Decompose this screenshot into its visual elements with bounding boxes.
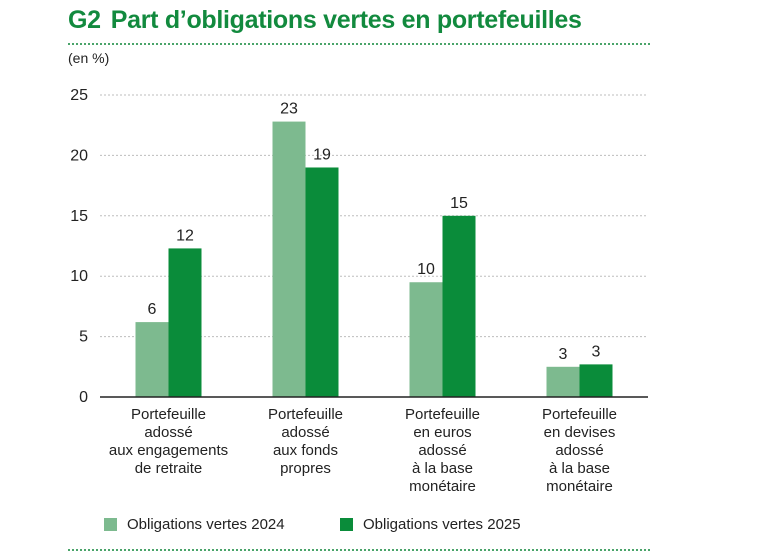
bar-2025-cat1 [168,248,202,397]
category-label-4-line4: à la base [549,460,610,477]
legend-label-2024: Obligations vertes 2024 [127,516,285,533]
legend-swatch-2025 [340,518,353,531]
unit-label: (en %) [68,50,110,66]
bar-2024-cat4 [546,366,580,397]
bar-2025-cat3 [442,215,476,397]
category-label-3-line1: Portefeuille [405,406,480,423]
bottom-divider [68,549,650,551]
category-label-3-line3: adossé [418,442,466,459]
category-label-1-line1: Portefeuille [131,406,206,423]
category-label-1-line2: adossé [144,424,192,441]
category-label-3-line5: monétaire [409,478,476,495]
legend-swatch-2024 [104,518,117,531]
data-label-2025-cat2: 19 [313,146,331,163]
category-label-2-line2: adossé [281,424,329,441]
data-label-2025-cat1: 12 [176,227,194,244]
legend-item-2025: Obligations vertes 2025 [340,516,521,533]
bar-2024-cat1 [135,322,169,397]
y-tick-label-15: 15 [70,208,88,225]
top-divider [68,43,650,45]
chart-title: G2 Part d’obligations vertes en portefeui… [68,6,582,35]
legend-label-2025: Obligations vertes 2025 [363,516,521,533]
y-tick-label-10: 10 [70,268,88,285]
category-label-1-line4: de retraite [135,460,203,477]
bar-2024-cat3 [409,282,443,397]
category-label-3-line2: en euros [413,424,471,441]
data-label-2024-cat1: 6 [148,301,157,318]
y-tick-label-5: 5 [79,329,88,346]
chart-code: G2 [68,6,101,34]
category-label-2-line1: Portefeuille [268,406,343,423]
bar-2025-cat2 [305,167,339,397]
category-label-1-line3: aux engagements [109,442,228,459]
data-label-2024-cat4: 3 [559,346,568,363]
y-tick-label-25: 25 [70,87,88,104]
data-label-2024-cat2: 23 [280,101,298,118]
data-label-2025-cat4: 3 [592,343,601,360]
category-label-4-line2: en devises [544,424,616,441]
bar-2024-cat2 [272,121,306,398]
category-label-4-line3: adossé [555,442,603,459]
y-tick-label-20: 20 [70,147,88,164]
bar-2025-cat4 [579,364,613,397]
category-label-4-line5: monétaire [546,478,613,495]
data-label-2024-cat3: 10 [417,261,435,278]
y-tick-label-0: 0 [79,389,88,406]
category-label-4-line1: Portefeuille [542,406,617,423]
category-label-3-line4: à la base [412,460,473,477]
legend-item-2024: Obligations vertes 2024 [104,516,285,533]
chart-title-text: Part d’obligations vertes en portefeuill… [110,6,582,34]
category-label-2-line3: aux fonds [273,442,338,459]
data-label-2025-cat3: 15 [450,195,468,212]
category-label-2-line4: propres [280,460,331,477]
